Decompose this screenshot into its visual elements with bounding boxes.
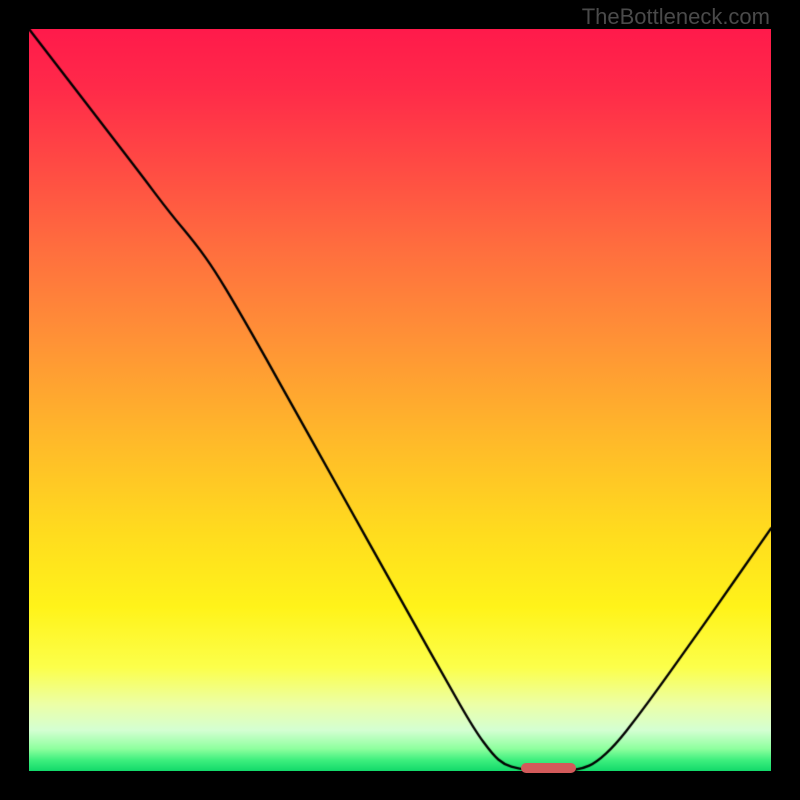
chart-container: TheBottleneck.com xyxy=(0,0,800,800)
watermark-text: TheBottleneck.com xyxy=(582,4,770,30)
plot-area xyxy=(29,29,771,771)
optimal-marker xyxy=(521,763,577,773)
bottleneck-curve xyxy=(29,29,771,771)
